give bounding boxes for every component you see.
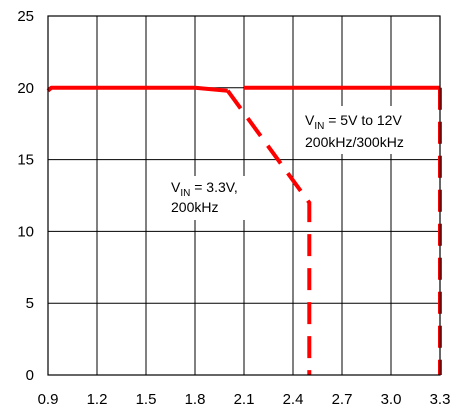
x-tick-label: 1.5: [136, 391, 157, 408]
x-tick-label: 2.4: [283, 391, 304, 408]
y-tick-label: 5: [26, 295, 34, 312]
y-tick-label: 20: [17, 80, 34, 97]
x-tick-label: 2.7: [332, 391, 353, 408]
axis-labels: 0.9 1.2 1.5 1.8 2.1 2.4 2.7 3.0 3.3 0 5 10 15 20 25: [17, 8, 450, 408]
annotation-vin-3v3-prefix: V: [171, 179, 181, 195]
annotation-vin-5v-12v-background: [298, 106, 430, 154]
annotation-vin-3v3: VIN = 3.3V, 200kHz: [164, 176, 264, 220]
x-tick-label: 1.8: [185, 391, 206, 408]
y-tick-label: 0: [26, 367, 34, 384]
annotation-vin-5v-12v-line1: VIN = 5V to 12V: [305, 112, 402, 132]
x-tick-label: 3.3: [430, 391, 451, 408]
y-tick-label: 25: [17, 8, 34, 25]
y-tick-label: 10: [17, 223, 34, 240]
annotation-vin-5v-12v-prefix: V: [305, 112, 315, 128]
annotation-vin-5v-12v-line2: 200kHz/300kHz: [305, 134, 404, 150]
x-tick-label: 3.0: [381, 391, 402, 408]
annotation-vin-5v-12v-rest: = 5V to 12V: [324, 112, 402, 128]
annotation-vin-3v3-subscript: IN: [180, 188, 190, 199]
annotation-vin-3v3-line2: 200kHz: [171, 199, 218, 215]
annotation-vin-3v3-rest: = 3.3V,: [190, 179, 237, 195]
series-1-solid-line: [46, 85, 228, 93]
annotation-vin-5v-12v: VIN = 5V to 12V 200kHz/300kHz: [298, 106, 430, 154]
y-tick-label: 15: [17, 152, 34, 169]
x-tick-label: 2.1: [234, 391, 255, 408]
series-1-dashed-line: [226, 89, 312, 375]
annotation-vin-3v3-line1: VIN = 3.3V,: [171, 179, 238, 199]
annotation-vin-5v-12v-subscript: IN: [314, 121, 324, 132]
plot-frame: [47, 15, 441, 376]
annotation-vin-3v3-background: [164, 176, 264, 220]
x-tick-label: 0.9: [38, 391, 59, 408]
x-tick-label: 1.2: [87, 391, 108, 408]
